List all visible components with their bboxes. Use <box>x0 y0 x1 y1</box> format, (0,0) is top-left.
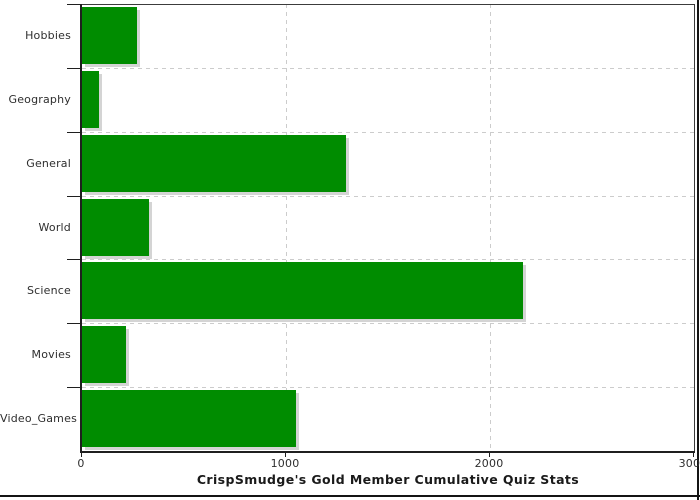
category-gridline <box>82 323 694 325</box>
bar-world <box>82 198 150 256</box>
chart-title: CrispSmudge's Gold Member Cumulative Qui… <box>196 472 580 487</box>
category-gridline <box>82 195 694 197</box>
window-right-border <box>697 0 699 500</box>
category-gridline <box>82 259 694 261</box>
y-axis-line <box>80 4 82 453</box>
y-axis-label-movies: Movies <box>31 348 71 362</box>
y-axis-tick <box>67 387 80 389</box>
category-gridline <box>82 387 694 389</box>
bar-general <box>82 134 347 192</box>
y-axis-label-video_games: Video_Games <box>0 412 77 426</box>
x-axis-line <box>80 451 695 453</box>
y-axis-label-world: World <box>38 220 71 234</box>
y-axis-tick <box>67 259 80 261</box>
y-axis-label-geography: Geography <box>8 92 71 106</box>
plot-frame-top <box>80 4 695 5</box>
value-gridline <box>286 4 287 451</box>
value-gridline <box>490 4 491 451</box>
x-axis-tick-label: 0 <box>77 457 85 470</box>
x-axis-tick-label: 1000 <box>270 457 300 470</box>
y-axis-label-science: Science <box>26 284 71 298</box>
bar-hobbies <box>82 7 138 64</box>
y-axis-label-hobbies: Hobbies <box>25 28 71 42</box>
bar-video_games <box>82 390 297 448</box>
y-axis-tick <box>67 195 80 197</box>
y-axis-tick <box>67 4 80 5</box>
x-axis-tick-label: 2000 <box>474 457 504 470</box>
window-bottom-border <box>0 495 700 497</box>
y-axis-tick <box>67 67 80 69</box>
x-axis-tick <box>81 453 82 457</box>
plot-frame-right <box>694 4 695 451</box>
x-axis-tick <box>489 453 490 457</box>
x-axis-tick <box>285 453 286 457</box>
y-axis-tick <box>67 323 80 325</box>
bar-geography <box>82 70 100 128</box>
y-axis-tick <box>67 131 80 133</box>
category-gridline <box>82 67 694 69</box>
bar-science <box>82 262 523 320</box>
x-axis-tick-label: 3000 <box>678 457 700 470</box>
category-gridline <box>82 131 694 133</box>
y-axis-label-general: General <box>26 156 71 170</box>
bar-movies <box>82 326 126 384</box>
x-axis-tick <box>693 453 694 457</box>
